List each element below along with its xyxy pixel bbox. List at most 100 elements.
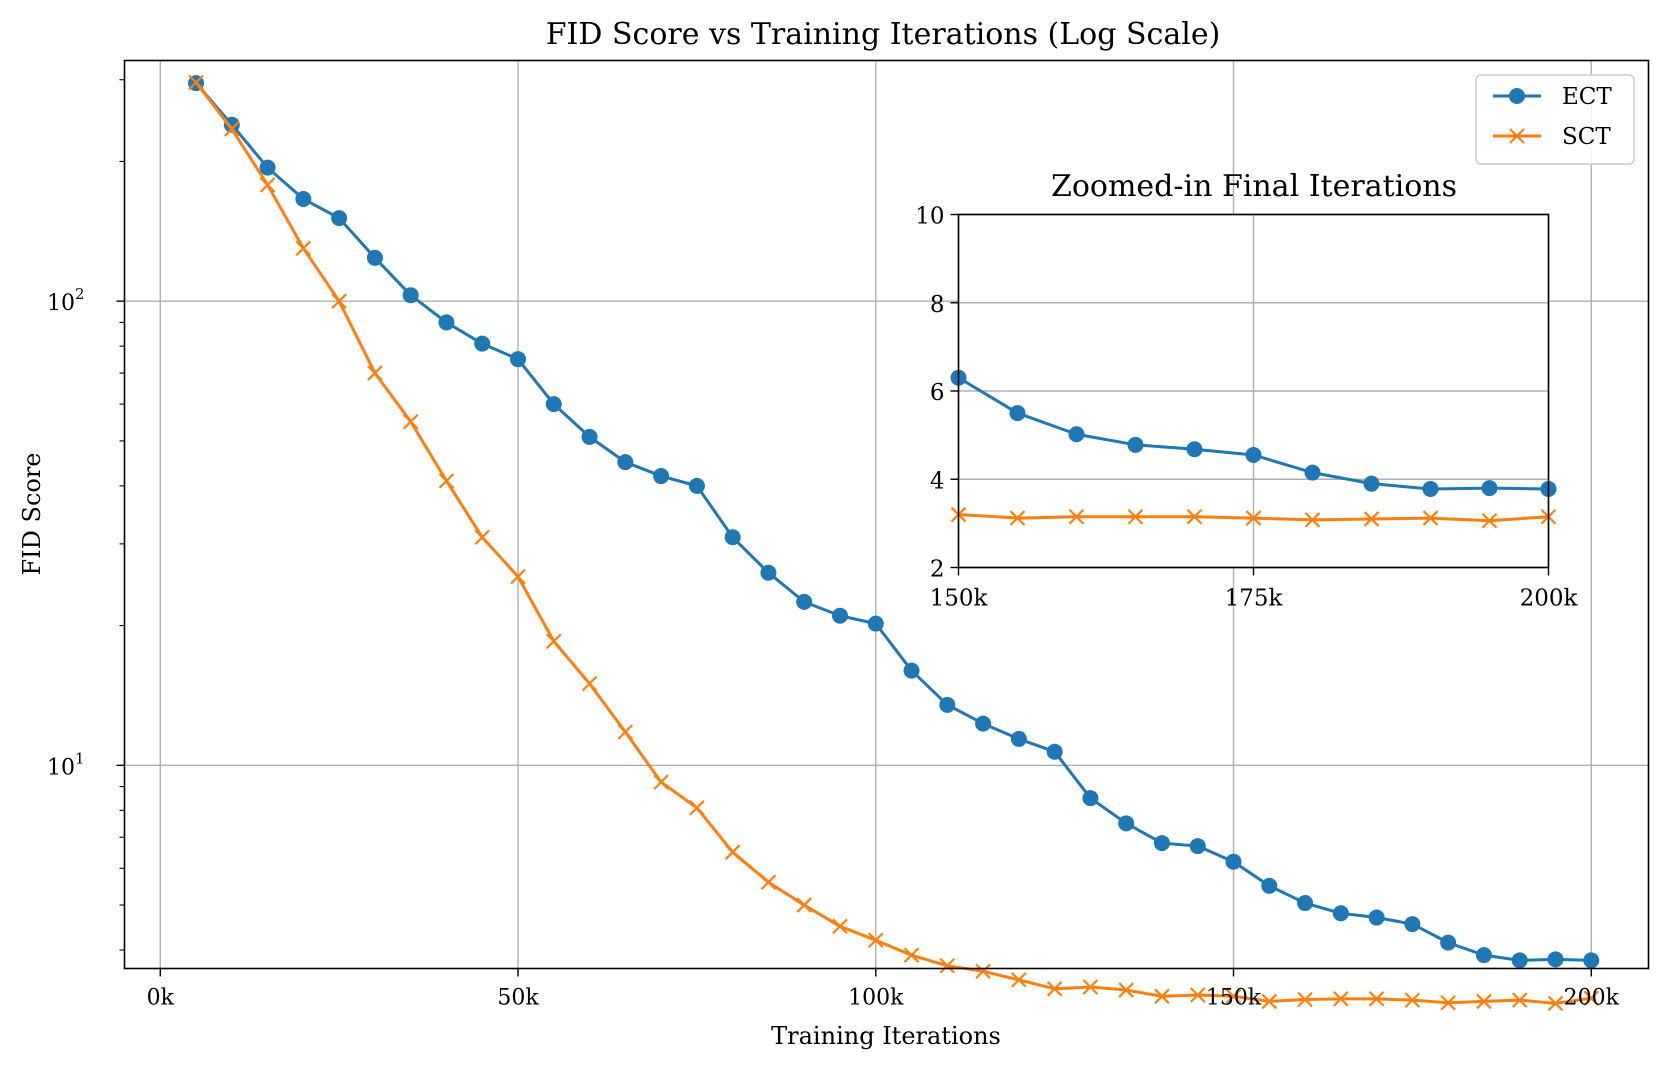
sct-point xyxy=(1368,991,1385,1007)
inset-sct-point xyxy=(1186,508,1203,525)
inset-ect-point xyxy=(1304,464,1321,481)
sct-point xyxy=(617,724,634,740)
inset-sct-point xyxy=(1127,508,1144,525)
sct-point xyxy=(331,293,347,309)
sct-point xyxy=(796,897,812,913)
chart-title: FID Score vs Training Iterations (Log Sc… xyxy=(546,17,1221,52)
ect-point xyxy=(223,116,240,133)
inset-series-sct xyxy=(950,506,1557,529)
legend: ECT SCT xyxy=(1475,74,1635,165)
ect-point xyxy=(1332,905,1349,922)
sct-point xyxy=(1476,993,1492,1010)
sct-point xyxy=(1189,987,1206,1003)
sct-point xyxy=(1511,992,1528,1008)
sct-point xyxy=(724,844,741,860)
ect-line xyxy=(194,82,1592,962)
x-tick-label: 150k xyxy=(1206,986,1262,1011)
sct-point xyxy=(1261,993,1278,1010)
sct-point xyxy=(474,529,491,546)
inset-title: Zoomed-in Final Iterations xyxy=(1051,169,1457,204)
ect-point xyxy=(724,529,741,546)
ect-point xyxy=(1475,947,1492,964)
sct-point xyxy=(939,957,956,974)
inset-y-tick-label: 8 xyxy=(930,292,945,318)
ect-point xyxy=(617,454,634,471)
sct-point xyxy=(689,800,705,816)
sct-point xyxy=(438,473,455,489)
sct-point xyxy=(1404,992,1421,1008)
legend-sct-marker xyxy=(1493,128,1541,144)
ect-point xyxy=(1153,835,1170,852)
ect-point xyxy=(1225,853,1242,870)
sct-point xyxy=(546,633,562,650)
inset-x-tick-label: 175k xyxy=(1225,586,1284,612)
ect-point xyxy=(975,715,992,732)
inset-ect-point xyxy=(1127,436,1144,453)
ect-point xyxy=(1583,952,1600,969)
ect-point xyxy=(1511,952,1528,969)
inset-sct-point xyxy=(1068,508,1085,525)
legend-ect-dot xyxy=(1509,88,1525,104)
ect-point xyxy=(1189,838,1206,855)
legend-ect-marker xyxy=(1493,88,1541,104)
ect-point xyxy=(1261,877,1278,894)
ect-point xyxy=(831,607,848,624)
ect-point xyxy=(1010,730,1027,747)
sct-point xyxy=(188,74,204,91)
ect-point xyxy=(295,191,312,208)
sct-point xyxy=(510,568,526,585)
legend-label-ect: ECT xyxy=(1562,84,1612,110)
ect-point xyxy=(1118,815,1135,832)
y-axis-label: FID Score xyxy=(18,452,46,575)
sct-point xyxy=(1046,981,1063,997)
inset-ect-point xyxy=(1481,480,1498,497)
sct-point xyxy=(1082,979,1099,995)
sct-line xyxy=(194,81,1592,1005)
inset-y-tick-label: 6 xyxy=(930,380,945,406)
ect-point xyxy=(688,477,705,494)
inset-ect-point xyxy=(1363,475,1380,492)
inset-sct-point xyxy=(1481,512,1498,529)
sct-point xyxy=(832,918,848,935)
inset-chart: Zoomed-in Final Iterations 150k 175k 200k 2… xyxy=(915,169,1578,612)
ect-point xyxy=(1440,934,1457,951)
x-tick-label: 50k xyxy=(497,986,539,1011)
sct-point xyxy=(1154,988,1170,1005)
ect-point xyxy=(1082,790,1099,807)
sct-point xyxy=(1547,995,1564,1012)
ect-point xyxy=(402,287,419,304)
ect-point xyxy=(760,564,777,581)
sct-point xyxy=(402,413,419,430)
sct-point xyxy=(1440,994,1456,1011)
sct-point xyxy=(867,932,884,948)
inset-x-tick-label: 200k xyxy=(1520,586,1579,612)
inset-ect-point xyxy=(1068,426,1085,443)
ect-point xyxy=(1297,895,1314,912)
inset-ect-point xyxy=(1186,441,1203,458)
ect-point xyxy=(903,662,920,679)
main-plot-frame xyxy=(123,59,1650,970)
inset-y-tick-label: 4 xyxy=(930,468,945,494)
inset-y-tick-label: 2 xyxy=(930,557,945,583)
ect-point xyxy=(259,159,276,176)
sct-point xyxy=(259,177,276,193)
inset-sct-point xyxy=(1009,510,1026,526)
ect-point xyxy=(510,351,527,368)
sct-point xyxy=(1118,982,1134,998)
sct-point xyxy=(295,240,312,257)
ect-point xyxy=(939,696,956,713)
ect-point xyxy=(581,428,598,445)
inset-ticks: 150k 175k 200k 2 4 6 8 10 xyxy=(915,204,1578,612)
sct-point xyxy=(1011,972,1027,988)
ect-point xyxy=(867,615,884,632)
x-axis-label: Training Iterations xyxy=(771,1022,1001,1050)
ect-point xyxy=(545,396,562,413)
legend-sct-cross xyxy=(1509,128,1525,144)
series-sct xyxy=(188,74,1600,1012)
ect-point xyxy=(1404,916,1421,933)
sct-point xyxy=(581,675,598,692)
ect-point xyxy=(653,468,670,485)
sct-point xyxy=(760,874,777,890)
